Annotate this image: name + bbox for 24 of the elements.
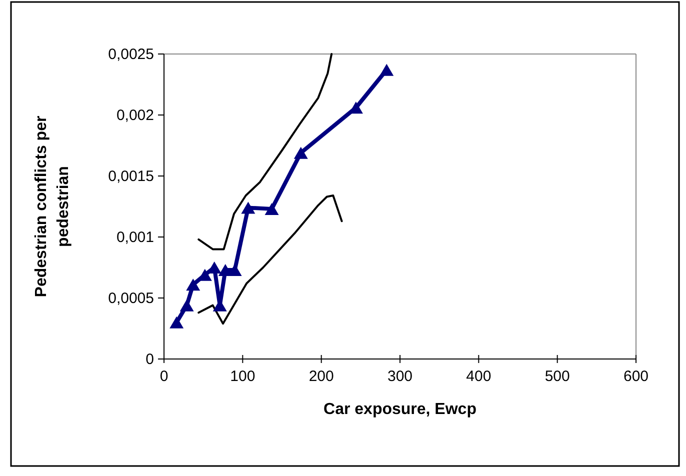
point <box>294 146 308 159</box>
point <box>180 299 194 312</box>
x-tick-label: 300 <box>387 368 413 385</box>
y-tick-label: 0 <box>146 351 154 368</box>
point <box>170 316 184 328</box>
y-tick-label: 0,0015 <box>108 168 154 185</box>
x-axis-title: Car exposure, Ewcp <box>324 401 477 418</box>
y-axis-title: Pedestrian conflicts per pedestrian <box>33 116 72 298</box>
y-tick-label: 0,001 <box>116 229 154 246</box>
point <box>380 64 394 76</box>
x-tick-label: 500 <box>544 368 570 385</box>
line-series <box>198 194 343 325</box>
y-tick-label: 0,002 <box>116 107 154 124</box>
x-tick-label: 600 <box>623 368 649 385</box>
x-tick-label: 200 <box>308 368 334 385</box>
x-tick-label: 0 <box>160 368 168 385</box>
point <box>241 202 256 214</box>
line-series <box>198 53 333 250</box>
point <box>264 202 279 215</box>
y-tick-label: 0,0025 <box>108 46 154 63</box>
point <box>186 278 200 291</box>
y-tick-label: 0,0005 <box>108 290 154 307</box>
x-tick-label: 400 <box>466 368 492 385</box>
x-tick-label: 100 <box>230 368 256 385</box>
